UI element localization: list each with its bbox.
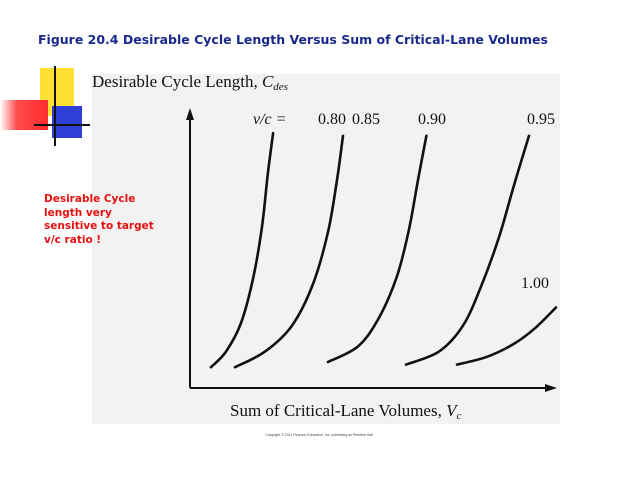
- copyright-text: Copyright © 2011 Pearson Education, Inc.…: [265, 433, 373, 437]
- series-label-1-00: 1.00: [521, 275, 549, 292]
- slide-title: Figure 20.4 Desirable Cycle Length Versu…: [38, 32, 548, 47]
- series-label-0-90: 0.90: [418, 111, 446, 128]
- series-line-0-95: [404, 134, 531, 366]
- y-axis: [186, 108, 194, 388]
- vc-prefix-label: v/c =: [253, 111, 286, 128]
- series-label-layer: 0.80 0.85 0.90 0.95 1.00: [318, 111, 555, 292]
- figure-panel: [92, 74, 560, 424]
- series-label-0-95: 0.95: [527, 111, 555, 128]
- series-line-0-85: [233, 134, 345, 369]
- x-axis-arrow: [545, 384, 557, 392]
- annotation-note: Desirable Cycle length very sensitive to…: [44, 193, 154, 246]
- series-layer: [209, 131, 558, 369]
- y-axis-arrow: [186, 108, 194, 120]
- decor-horizontal-line: [34, 124, 90, 126]
- series-label-0-80: 0.80: [318, 111, 346, 128]
- series-line-0-90: [326, 134, 428, 364]
- x-axis: [190, 384, 557, 392]
- series-line-1-00: [455, 306, 558, 366]
- x-axis-label: Sum of Critical-Lane Volumes, Vc: [230, 401, 462, 422]
- decor-vertical-line: [54, 66, 56, 146]
- series-label-0-85: 0.85: [352, 111, 380, 128]
- decor-blue-square: [52, 106, 82, 138]
- y-axis-label: Desirable Cycle Length, Cdes: [92, 72, 288, 93]
- series-line-0-80: [209, 131, 275, 369]
